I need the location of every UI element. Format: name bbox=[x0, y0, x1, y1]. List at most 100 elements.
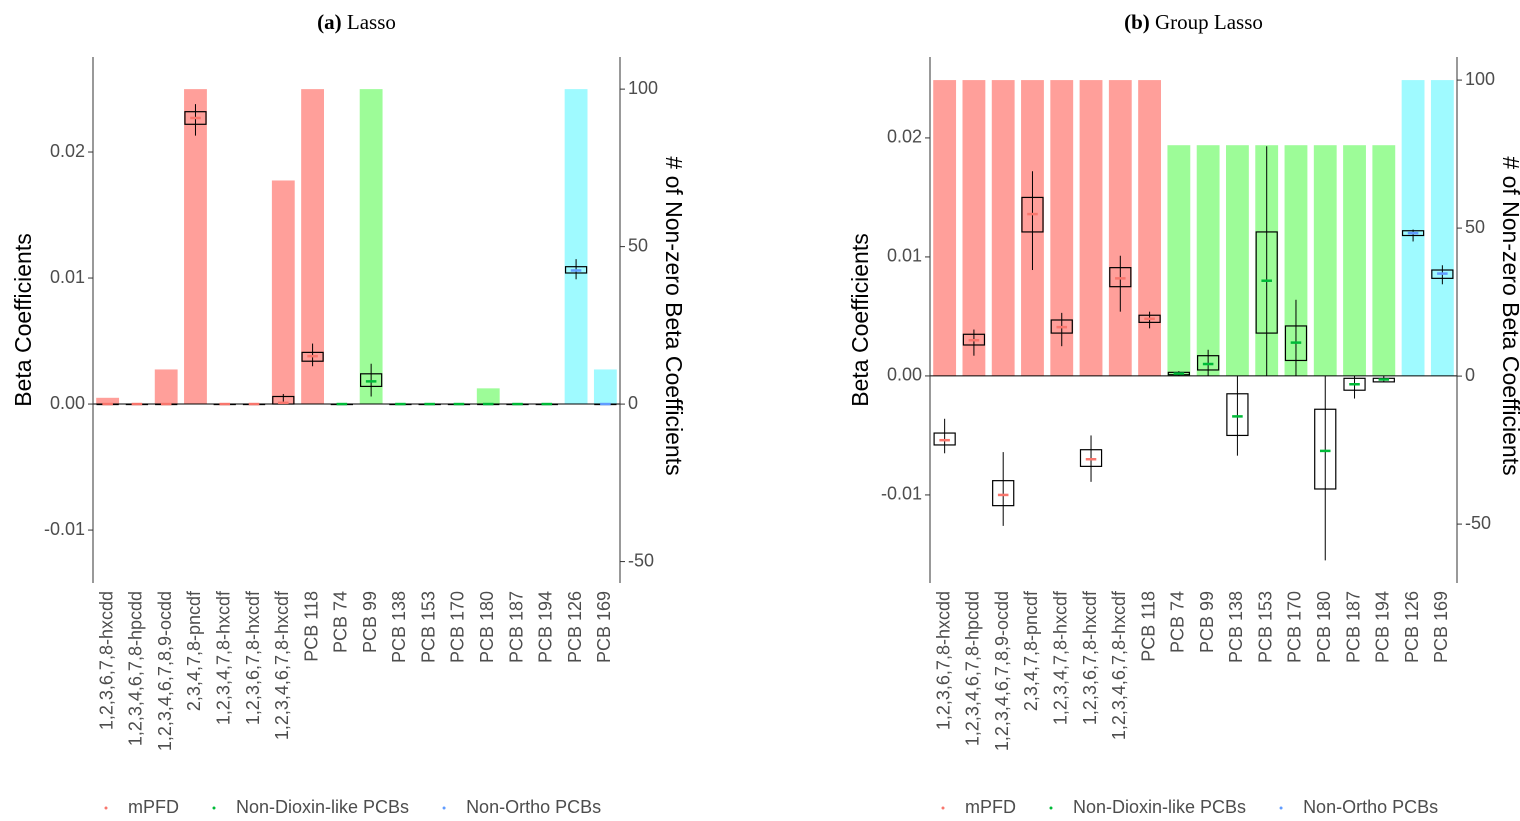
count-bar bbox=[564, 89, 588, 405]
box bbox=[184, 111, 207, 125]
count-bar bbox=[962, 80, 986, 377]
x-tick-label: PCB 138 bbox=[389, 591, 409, 663]
count-bar bbox=[1284, 145, 1308, 377]
count-bar bbox=[184, 89, 207, 405]
count-bar bbox=[1108, 80, 1132, 377]
legend-dot bbox=[1049, 806, 1053, 810]
box bbox=[1196, 355, 1220, 371]
count-bar bbox=[933, 80, 957, 377]
y-tick-label: 0.02 bbox=[50, 141, 85, 161]
y-tick-label: 0.01 bbox=[50, 267, 85, 287]
legend-label: mPFD bbox=[965, 797, 1016, 817]
x-tick-label: 1,2,3,4,6,7,8-hxcdf bbox=[1109, 590, 1129, 740]
count-bar bbox=[1079, 80, 1103, 377]
count-bar bbox=[991, 80, 1015, 377]
x-tick-label: 1,2,3,6,7,8-hxcdd bbox=[96, 591, 116, 730]
title-text: Group Lasso bbox=[1155, 10, 1263, 34]
count-bar bbox=[96, 397, 120, 405]
count-bar bbox=[1430, 80, 1454, 377]
x-tick-label: 1,2,3,4,7,8-hxcdf bbox=[214, 590, 234, 725]
y-axis-title: Beta Coefficients bbox=[847, 233, 873, 406]
count-bar bbox=[1372, 145, 1396, 377]
x-tick-label: PCB 118 bbox=[301, 591, 321, 662]
legend-label: Non-Ortho PCBs bbox=[1303, 797, 1438, 817]
legend-dot bbox=[212, 806, 216, 810]
legend-dot bbox=[1279, 806, 1283, 810]
y2-tick-label: 100 bbox=[628, 78, 658, 98]
y-tick-label: -0.01 bbox=[44, 519, 85, 539]
x-tick-label: PCB 170 bbox=[1285, 591, 1305, 663]
box bbox=[359, 373, 383, 388]
count-bar bbox=[476, 388, 500, 405]
y2-tick-label: 0 bbox=[628, 393, 638, 413]
box bbox=[301, 351, 324, 362]
y-axis-title: Beta Coefficients bbox=[10, 233, 36, 406]
x-tick-label: PCB 180 bbox=[1314, 591, 1334, 663]
box bbox=[272, 395, 295, 405]
x-tick-label: PCB 126 bbox=[565, 591, 585, 663]
legend-dot bbox=[941, 806, 945, 810]
x-tick-label: 1,2,3,4,6,7,8,9-ocdd bbox=[155, 591, 175, 751]
x-tick-label: 1,2,3,6,7,8-hxcdf bbox=[243, 590, 263, 725]
box bbox=[933, 432, 956, 446]
count-bar bbox=[271, 180, 295, 405]
box bbox=[1079, 449, 1103, 467]
legend-label: mPFD bbox=[128, 797, 179, 817]
count-bar bbox=[1225, 145, 1249, 377]
x-tick-label: PCB 153 bbox=[1255, 591, 1275, 663]
y-tick-label: 0.00 bbox=[50, 393, 85, 413]
box bbox=[1138, 314, 1161, 323]
panel-label: (b) bbox=[1124, 10, 1150, 34]
panel-title: (b) Group Lasso bbox=[1124, 10, 1263, 34]
x-tick-label: PCB 169 bbox=[594, 591, 614, 663]
y-tick-label: -0.01 bbox=[881, 484, 922, 504]
y-tick-label: 0.02 bbox=[887, 127, 922, 147]
y2-tick-label: 50 bbox=[1465, 217, 1485, 237]
x-tick-label: 1,2,3,4,6,7,8-hxcdf bbox=[272, 590, 292, 740]
panel-label: (a) bbox=[317, 10, 342, 34]
x-tick-label: 1,2,3,4,6,7,8,9-ocdd bbox=[992, 591, 1012, 751]
y2-tick-label: 0 bbox=[1465, 365, 1475, 385]
box bbox=[1021, 196, 1044, 233]
x-tick-label: PCB 187 bbox=[506, 591, 526, 663]
x-tick-label: PCB 74 bbox=[1168, 591, 1188, 653]
legend-dot bbox=[442, 806, 446, 810]
x-tick-label: 1,2,3,4,6,7,8-hpcdd bbox=[963, 591, 983, 746]
x-tick-label: PCB 194 bbox=[536, 591, 556, 663]
count-bar bbox=[1313, 145, 1337, 377]
x-tick-label: PCB 153 bbox=[418, 591, 438, 663]
y-tick-label: 0.01 bbox=[887, 246, 922, 266]
count-bar bbox=[359, 89, 383, 405]
x-tick-label: 2,3,4,7,8-pncdf bbox=[1021, 590, 1041, 711]
x-tick-label: 2,3,4,7,8-pncdf bbox=[184, 590, 204, 711]
x-tick-label: PCB 169 bbox=[1431, 591, 1451, 663]
x-tick-label: 1,2,3,4,7,8-hxcdf bbox=[1051, 590, 1071, 725]
legend-label: Non-Ortho PCBs bbox=[466, 797, 601, 817]
legend-label: Non-Dioxin-like PCBs bbox=[1073, 797, 1246, 817]
y2-tick-label: 100 bbox=[1465, 69, 1495, 89]
count-bar bbox=[1343, 145, 1366, 377]
x-tick-label: PCB 99 bbox=[1197, 591, 1217, 653]
count-bar bbox=[154, 369, 178, 405]
box bbox=[962, 333, 986, 346]
x-tick-label: 1,2,3,6,7,8-hxcdd bbox=[933, 591, 953, 730]
box bbox=[1343, 377, 1366, 391]
x-tick-label: PCB 74 bbox=[331, 591, 351, 653]
box bbox=[1314, 408, 1337, 490]
box bbox=[1284, 325, 1308, 362]
x-tick-label: PCB 118 bbox=[1138, 591, 1158, 662]
y2-axis-title: # of Non-zero Beta Coefficients bbox=[1498, 156, 1520, 475]
box bbox=[1226, 393, 1249, 437]
y2-tick-label: 50 bbox=[628, 235, 648, 255]
count-bar bbox=[1050, 80, 1074, 377]
x-tick-label: 1,2,3,4,6,7,8-hpcdd bbox=[126, 591, 146, 746]
box bbox=[1255, 231, 1278, 334]
x-tick-label: PCB 194 bbox=[1373, 591, 1393, 663]
x-tick-label: PCB 187 bbox=[1343, 591, 1363, 663]
title-text: Lasso bbox=[347, 10, 396, 34]
x-tick-label: PCB 180 bbox=[477, 591, 497, 663]
count-bar bbox=[593, 369, 617, 405]
count-bar bbox=[1196, 145, 1220, 377]
legend-label: Non-Dioxin-like PCBs bbox=[236, 797, 409, 817]
